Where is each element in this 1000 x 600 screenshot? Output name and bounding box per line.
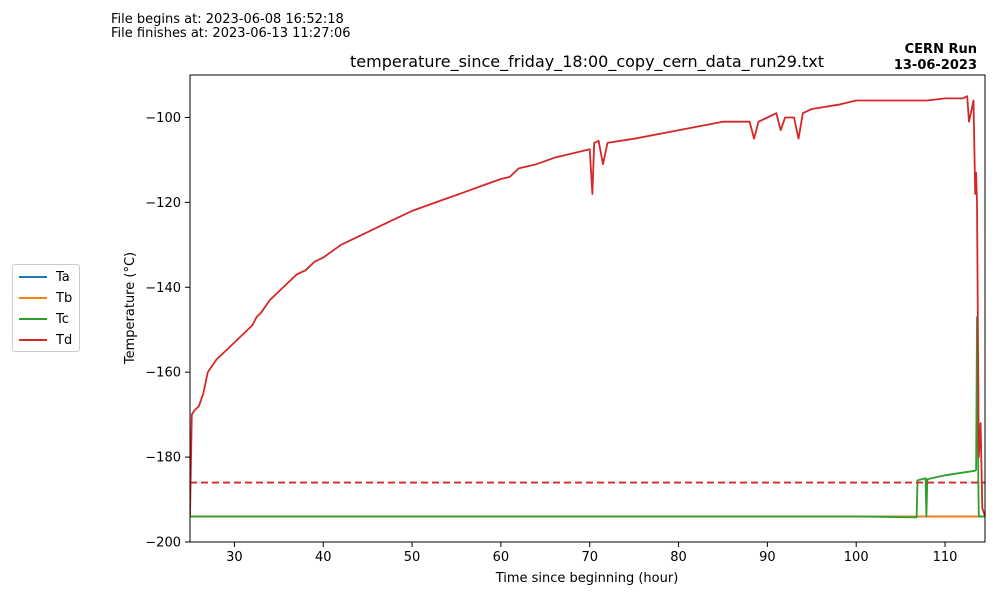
legend-label-tc: Tc	[56, 311, 69, 327]
file-begin-note: File begins at: 2023-06-08 16:52:18	[111, 12, 344, 27]
x-tick-label: 80	[670, 550, 687, 565]
x-axis-label: Time since beginning (hour)	[495, 571, 679, 586]
run-date: 13-06-2023	[893, 58, 977, 73]
x-tick-label: 70	[581, 550, 598, 565]
y-tick-label: −160	[145, 366, 181, 381]
x-tick-label: 40	[315, 550, 332, 565]
x-tick-label: 110	[933, 550, 958, 565]
x-tick-label: 50	[404, 550, 421, 565]
legend-swatch-ta	[19, 276, 47, 278]
x-tick-label: 60	[493, 550, 510, 565]
y-tick-label: −180	[145, 451, 181, 466]
legend-item-tc: Tc	[19, 309, 69, 329]
legend: Ta Tb Tc Td	[12, 264, 80, 352]
x-tick-label: 90	[759, 550, 776, 565]
run-label: CERN Run	[904, 42, 977, 57]
file-end-note: File finishes at: 2023-06-13 11:27:06	[111, 26, 351, 41]
legend-label-ta: Ta	[56, 269, 70, 285]
legend-swatch-tc	[19, 318, 47, 320]
y-axis-label: Temperature (°C)	[123, 252, 138, 365]
plot-frame	[189, 74, 986, 543]
y-tick-label: −200	[145, 536, 181, 551]
legend-label-td: Td	[56, 332, 73, 348]
y-tick-label: −100	[145, 111, 181, 126]
x-tick-label: 100	[844, 550, 869, 565]
legend-swatch-td	[19, 339, 47, 341]
legend-item-ta: Ta	[19, 267, 70, 287]
legend-item-td: Td	[19, 330, 72, 350]
x-tick-label: 30	[226, 550, 243, 565]
y-tick-label: −120	[145, 196, 181, 211]
legend-label-tb: Tb	[56, 290, 73, 306]
legend-swatch-tb	[19, 297, 47, 299]
chart-title: temperature_since_friday_18:00_copy_cern…	[350, 52, 824, 72]
series-line-td	[190, 95, 985, 517]
legend-item-tb: Tb	[19, 288, 72, 308]
plot-background	[190, 75, 985, 542]
y-tick-label: −140	[145, 281, 181, 296]
